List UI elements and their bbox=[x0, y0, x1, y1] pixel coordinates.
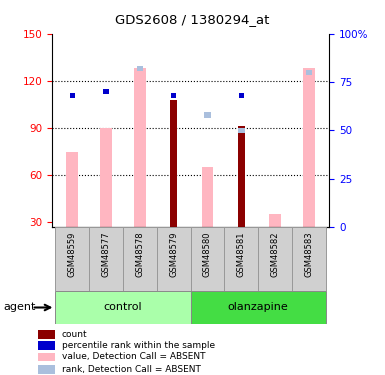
Text: control: control bbox=[104, 303, 142, 312]
Text: GSM48583: GSM48583 bbox=[305, 231, 313, 277]
Text: GDS2608 / 1380294_at: GDS2608 / 1380294_at bbox=[116, 13, 270, 26]
Text: percentile rank within the sample: percentile rank within the sample bbox=[62, 341, 215, 350]
Bar bbox=[292, 227, 326, 291]
Text: GSM48580: GSM48580 bbox=[203, 231, 212, 277]
Bar bbox=[306, 70, 312, 75]
Bar bbox=[55, 291, 191, 324]
Bar bbox=[134, 68, 146, 227]
Text: rank, Detection Call = ABSENT: rank, Detection Call = ABSENT bbox=[62, 364, 201, 374]
Bar bbox=[171, 100, 177, 227]
Bar bbox=[269, 214, 281, 227]
Bar bbox=[66, 152, 78, 227]
Bar bbox=[239, 93, 244, 98]
Text: agent: agent bbox=[4, 303, 36, 312]
Bar bbox=[157, 227, 191, 291]
Text: GSM48577: GSM48577 bbox=[102, 231, 110, 277]
Bar bbox=[123, 227, 157, 291]
Text: GSM48578: GSM48578 bbox=[136, 231, 144, 277]
Text: olanzapine: olanzapine bbox=[228, 303, 289, 312]
Bar bbox=[238, 128, 244, 133]
Bar bbox=[224, 227, 258, 291]
Bar bbox=[191, 291, 326, 324]
Bar bbox=[238, 126, 244, 227]
Bar bbox=[202, 167, 213, 227]
Bar bbox=[258, 227, 292, 291]
Bar bbox=[303, 68, 315, 227]
Bar bbox=[100, 128, 112, 227]
Bar bbox=[70, 93, 75, 98]
Text: count: count bbox=[62, 330, 87, 339]
Bar bbox=[55, 227, 89, 291]
Text: GSM48582: GSM48582 bbox=[271, 231, 280, 277]
Bar bbox=[191, 227, 224, 291]
Text: GSM48581: GSM48581 bbox=[237, 231, 246, 277]
Bar bbox=[89, 227, 123, 291]
Bar bbox=[137, 66, 143, 71]
Bar bbox=[38, 365, 55, 374]
Bar bbox=[38, 352, 55, 362]
Text: value, Detection Call = ABSENT: value, Detection Call = ABSENT bbox=[62, 352, 205, 362]
Text: GSM48579: GSM48579 bbox=[169, 231, 178, 277]
Bar bbox=[171, 93, 176, 98]
Bar bbox=[38, 341, 55, 350]
Bar bbox=[204, 112, 211, 118]
Bar bbox=[104, 89, 109, 94]
Text: GSM48559: GSM48559 bbox=[68, 231, 77, 277]
Bar bbox=[38, 330, 55, 339]
